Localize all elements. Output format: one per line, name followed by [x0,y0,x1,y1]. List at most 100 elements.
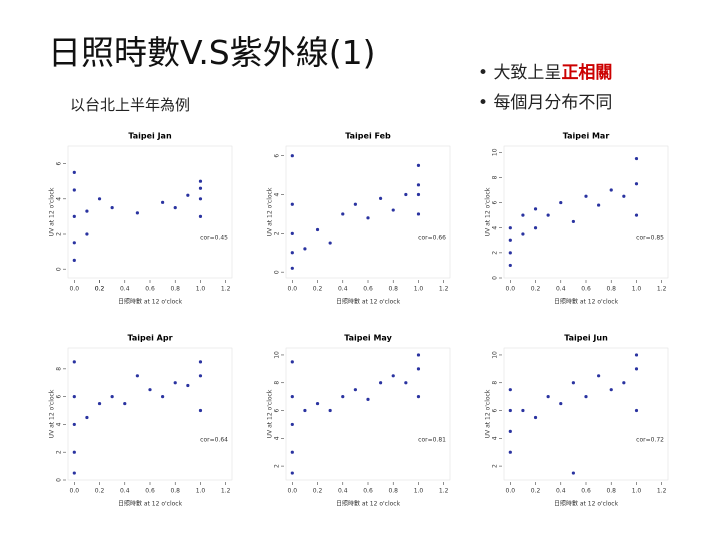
point [198,214,203,218]
point [366,397,370,402]
point [634,182,639,186]
point [597,203,601,207]
plot-frame [67,145,233,279]
point [508,226,512,230]
point [97,197,102,201]
x-tick-label: 1.0 [414,286,424,293]
y-tick-label: 2 [274,231,281,235]
point [290,395,294,399]
annotation: cor=0.45 [200,235,228,242]
point [404,192,408,197]
point [533,207,538,211]
y-tick-label: 10 [492,148,499,156]
point [559,401,563,406]
bullet-text: 每個月分布不同 [493,93,613,113]
y-axis-label: UV at 12 o'clock [485,187,492,236]
x-tick-label: 1.0 [632,286,642,293]
point [110,206,114,210]
point [416,395,421,399]
x-tick-label: 0.4 [338,286,348,293]
y-tick-label: 0 [492,276,499,280]
x-tick-label: 0.2 [95,488,105,495]
plot-frame [503,347,669,481]
y-tick-label: 10 [492,351,499,359]
x-tick-label: 1.0 [414,488,424,495]
y-tick-label: 6 [56,395,63,399]
x-tick-label: 1.0 [632,488,642,495]
point [315,401,320,406]
bullet: • 每個月分布不同 [478,93,613,113]
point [508,408,512,413]
point [198,360,203,364]
y-tick-label: 4 [274,192,281,196]
y-tick-label: 4 [492,436,499,440]
point [72,214,76,218]
y-tick-label: 4 [56,197,63,201]
x-tick-label: 1.2 [657,488,667,495]
x-tick-label: 0.8 [388,488,398,495]
bullet: • 大致上呈正相關 [478,63,613,83]
x-tick-label: 0.2 [95,286,105,293]
chart-title: Taipei Mar [563,132,610,141]
point [290,450,294,454]
y-tick-label: 4 [492,226,499,230]
point [404,381,408,385]
point [634,156,639,161]
point [571,381,575,385]
annotation: cor=0.85 [636,235,664,242]
y-tick-label: 0 [56,267,63,271]
x-tick-label: 0.0 [70,488,80,495]
chart-title: Taipei Jan [128,132,172,141]
point [508,238,512,242]
point [198,374,203,378]
annotation: cor=0.81 [418,437,446,444]
x-tick-label: 0.2 [531,286,541,293]
x-axis-label: 日照時數 at 12 o'clock [118,298,183,306]
point [135,211,139,215]
y-axis-label: UV at 12 o'clock [49,389,56,438]
y-tick-label: 2 [56,232,63,236]
x-axis-label: 日照時數 at 12 o'clock [554,500,619,508]
point [508,450,512,454]
x-tick-label: 0.2 [531,488,541,495]
point [416,353,421,357]
plot-frame [503,145,669,279]
y-tick-label: 6 [56,162,63,166]
point [521,213,525,217]
y-tick-label: 2 [274,464,281,468]
point [161,395,165,399]
y-axis-label: UV at 12 o'clock [267,389,274,438]
x-tick-label: 0.0 [506,286,516,293]
point [290,202,294,206]
chart-title: Taipei Feb [345,132,391,141]
point [353,202,357,206]
point [198,197,203,201]
x-tick-label: 0.2 [95,286,105,293]
y-tick-label: 4 [56,422,63,426]
y-axis-label: UV at 12 o'clock [485,389,492,438]
point [303,247,307,251]
y-tick-label: 6 [274,408,281,412]
x-tick-label: 0.4 [120,488,130,495]
point [391,374,395,378]
x-tick-label: 1.0 [196,488,206,495]
point [584,194,588,198]
point [634,213,639,217]
y-tick-label: 2 [56,450,63,454]
point [533,226,538,230]
point [290,471,294,475]
point [508,388,512,392]
x-tick-label: 1.2 [439,488,449,495]
x-tick-label: 0.0 [288,488,298,495]
point [290,231,294,235]
x-tick-label: 0.4 [556,286,566,293]
x-tick-label: 0.8 [170,488,180,495]
bullet-text: 大致上呈 [493,63,562,83]
point [353,388,357,392]
subtitle: 以台北上半年為例 [70,96,191,114]
bullet-emphasis: 正相關 [561,63,613,83]
point [290,422,294,427]
point [186,193,190,197]
point [198,186,203,190]
